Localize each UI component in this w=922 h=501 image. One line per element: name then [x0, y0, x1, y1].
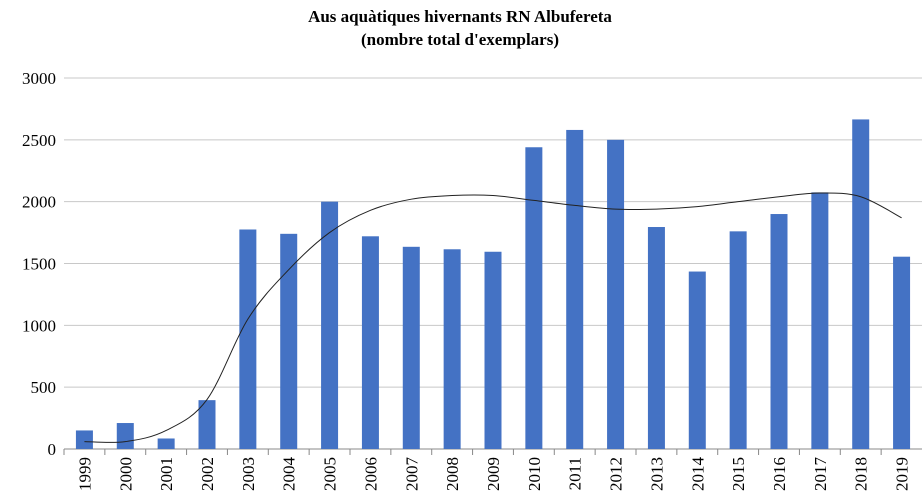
bar — [770, 214, 788, 449]
x-tick-label: 2010 — [525, 457, 544, 491]
y-tick-label: 0 — [48, 440, 57, 459]
bar — [116, 423, 134, 449]
bar — [525, 147, 543, 449]
y-tick-label: 1500 — [22, 255, 56, 274]
x-tick-label: 2000 — [116, 457, 135, 491]
y-tick-label: 500 — [31, 378, 57, 397]
chart-title: Aus aquàtiques hivernants RN Albufereta — [308, 7, 612, 26]
y-tick-label: 1000 — [22, 316, 56, 335]
x-tick-label: 2017 — [811, 457, 830, 492]
x-tick-label: 1999 — [75, 457, 94, 491]
bar — [443, 249, 461, 449]
x-tick-label: 2004 — [280, 457, 299, 492]
y-tick-label: 2000 — [22, 193, 56, 212]
bar — [239, 229, 257, 449]
x-tick-label: 2013 — [647, 457, 666, 491]
bar — [893, 256, 911, 449]
bar — [321, 201, 339, 449]
x-tick-label: 2011 — [566, 457, 585, 490]
x-tick-label: 2007 — [402, 457, 421, 492]
x-tick-label: 2006 — [361, 457, 380, 491]
y-tick-label: 2500 — [22, 131, 56, 150]
x-tick-label: 2012 — [607, 457, 626, 491]
x-tick-label: 2003 — [239, 457, 258, 491]
x-tick-label: 2016 — [770, 457, 789, 491]
bar — [280, 233, 298, 449]
y-tick-label: 3000 — [22, 69, 56, 88]
x-tick-label: 2005 — [321, 457, 340, 491]
trendline — [84, 192, 902, 443]
x-tick-label: 2008 — [443, 457, 462, 491]
x-tick-label: 2019 — [893, 457, 912, 491]
bar — [361, 236, 379, 449]
bar — [198, 400, 216, 449]
bar — [607, 139, 625, 450]
x-tick-label: 2015 — [729, 457, 748, 491]
bar — [811, 192, 829, 449]
x-tick-label: 2018 — [852, 457, 871, 491]
bar — [566, 129, 584, 449]
x-tick-label: 2014 — [688, 457, 707, 492]
x-tick-label: 2001 — [157, 457, 176, 491]
chart-subtitle: (nombre total d'exemplars) — [361, 30, 559, 49]
bar — [729, 231, 747, 449]
bar — [647, 227, 665, 449]
x-tick-label: 2009 — [484, 457, 503, 491]
bar — [852, 119, 870, 449]
bar — [688, 271, 706, 449]
bar — [484, 251, 502, 449]
x-tick-label: 2002 — [198, 457, 217, 491]
bar — [402, 246, 420, 449]
bar — [75, 430, 93, 449]
bar — [157, 438, 175, 449]
